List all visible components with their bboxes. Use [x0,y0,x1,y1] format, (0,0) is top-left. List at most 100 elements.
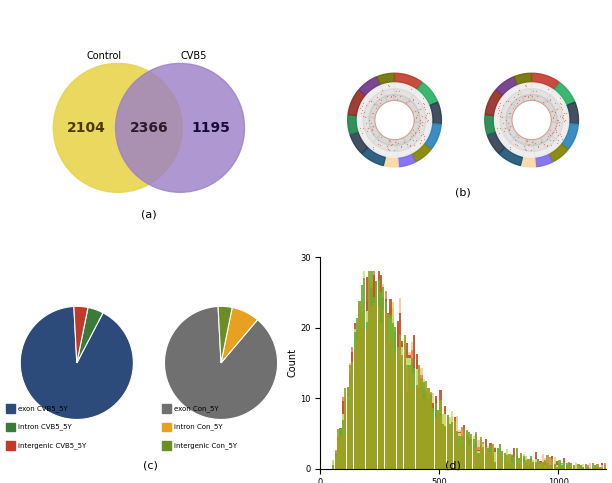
Point [525,91,535,99]
Point [420,114,430,121]
Bar [463,437,465,469]
Bar [463,425,465,469]
Point [548,114,558,122]
Polygon shape [532,95,547,104]
Bar [480,445,482,469]
Bar [530,457,532,469]
Point [556,132,566,140]
Bar [392,308,394,469]
Point [417,118,427,126]
Bar [432,403,435,469]
Bar [368,294,370,469]
Bar [565,467,568,469]
Point [357,106,367,114]
Point [419,103,429,111]
Bar [435,402,437,469]
Circle shape [116,63,245,192]
Bar [456,437,458,469]
Bar [477,447,480,469]
Bar [475,432,477,469]
Bar [494,462,496,469]
Bar [370,324,373,469]
Point [367,97,376,105]
Point [418,99,428,107]
Bar [511,456,513,469]
Bar [492,455,494,469]
Bar [506,458,508,469]
Bar [423,390,425,469]
Bar [530,462,532,469]
Bar [375,281,377,469]
Point [510,136,520,143]
Bar [558,465,561,469]
Bar [494,453,496,469]
Polygon shape [397,143,408,151]
Text: (b): (b) [455,187,471,198]
Bar [364,278,365,469]
Bar [606,467,608,469]
Bar [340,440,341,469]
Point [384,146,394,154]
Bar [346,394,349,469]
Point [395,92,405,99]
Bar [608,467,611,469]
Point [553,139,562,147]
Bar [515,456,518,469]
Point [399,138,409,146]
Text: 2366: 2366 [130,121,168,135]
Bar [437,410,439,469]
Polygon shape [551,122,562,140]
Wedge shape [74,306,88,363]
Bar [511,455,513,469]
Bar [594,467,596,469]
Bar [344,405,346,469]
Point [528,139,537,146]
Bar [597,464,599,469]
Bar [475,447,477,469]
Bar [432,412,435,469]
Bar [453,433,456,469]
Bar [340,436,341,469]
Bar [349,365,351,469]
Bar [430,394,432,469]
Bar [532,463,534,469]
Bar [340,449,341,469]
Bar [603,464,606,469]
Bar [356,330,358,469]
Bar [401,343,403,469]
Point [358,99,368,107]
Bar [335,457,337,469]
Bar [375,288,377,469]
Point [377,86,387,94]
Point [513,90,523,98]
Bar [523,464,525,469]
Point [536,138,546,146]
Bar [611,467,612,469]
Point [365,116,375,124]
Bar [587,465,589,469]
Bar [513,460,515,469]
Bar [603,467,606,469]
Point [529,87,539,95]
Polygon shape [369,104,379,118]
Bar [344,410,346,469]
Polygon shape [348,90,365,115]
Polygon shape [510,138,526,150]
Bar [518,459,520,469]
Bar [551,463,553,469]
Bar [501,451,504,469]
Bar [456,431,458,469]
Bar [472,439,475,469]
Bar [442,419,444,469]
Bar [432,408,435,469]
Point [556,130,565,138]
Bar [477,451,480,469]
Bar [573,467,575,469]
Bar [461,439,463,469]
Point [495,99,505,107]
Point [376,90,386,98]
Point [523,141,533,149]
Bar [418,365,420,469]
Bar [435,427,437,469]
Bar [539,461,542,469]
